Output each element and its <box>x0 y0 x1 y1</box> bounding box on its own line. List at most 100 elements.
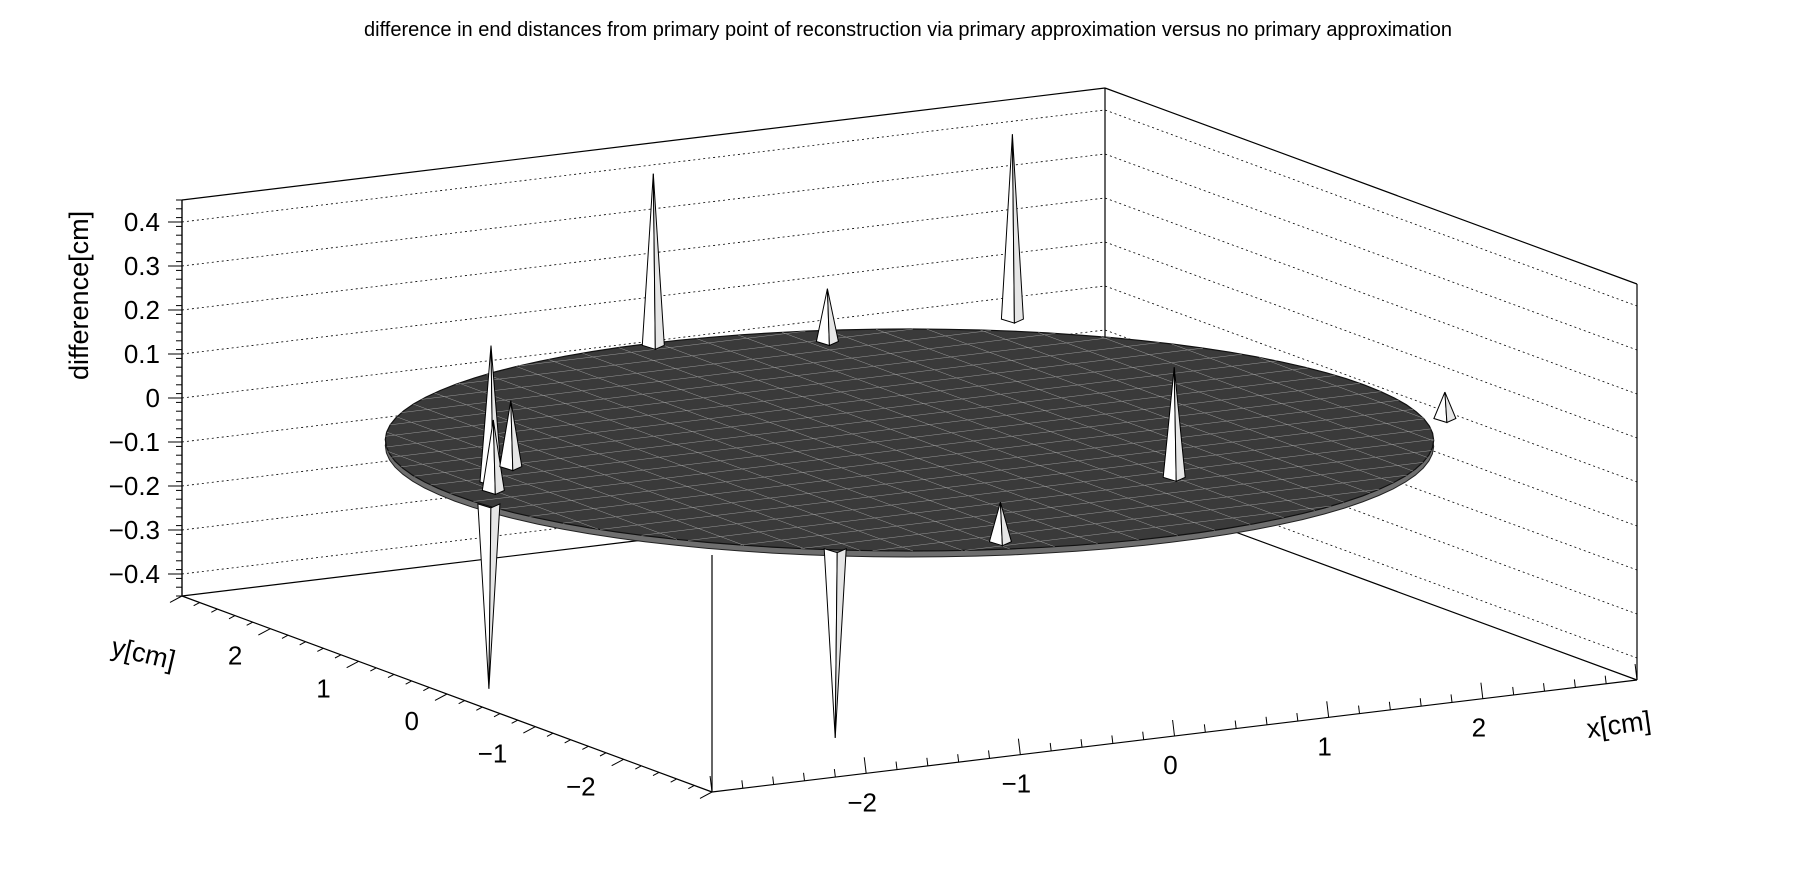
y-minor-tick <box>317 647 324 652</box>
mesh-line <box>450 383 1360 494</box>
y-minor-tick <box>582 745 589 750</box>
mesh-line <box>414 367 1308 477</box>
x-minor-tick <box>1388 701 1391 710</box>
z-tick-label: −0.2 <box>109 471 160 501</box>
mesh-line <box>827 330 1315 511</box>
spike <box>826 288 839 347</box>
spike <box>488 503 501 689</box>
surface-disk <box>384 328 1435 558</box>
y-major-tick <box>699 791 713 799</box>
z-axis-title: difference[cm] <box>64 211 94 380</box>
x-minor-tick <box>1080 739 1083 748</box>
y-tick-label: 0 <box>405 706 419 736</box>
y-minor-tick <box>193 602 200 607</box>
z-tick-label: −0.3 <box>109 515 160 545</box>
y-minor-tick <box>299 641 306 646</box>
mesh-line <box>562 418 1425 524</box>
spike <box>510 400 523 472</box>
x-minor-tick <box>1203 724 1206 733</box>
mesh-line <box>401 333 1056 413</box>
x-minor-tick <box>1512 686 1515 695</box>
x-minor-tick <box>1358 705 1360 714</box>
mesh-line <box>499 400 1399 510</box>
mesh-line <box>1171 343 1434 442</box>
z-tick-label: 0.3 <box>124 251 160 281</box>
mesh-line <box>980 329 1394 483</box>
y-minor-tick <box>246 621 253 626</box>
x-minor-tick <box>803 772 805 781</box>
mesh-line <box>396 416 745 546</box>
spike <box>492 419 505 496</box>
mesh-line <box>656 342 1178 536</box>
y-axis: −2 −1 0 1 2 <box>169 595 713 801</box>
surface-spikes <box>477 134 1457 738</box>
spike <box>1011 134 1024 324</box>
x-tick-label: −2 <box>847 787 877 817</box>
mesh-line <box>618 347 1139 541</box>
mesh-line <box>434 392 861 551</box>
mesh-line <box>473 391 1381 502</box>
mesh-line <box>641 439 1434 536</box>
mesh-line <box>582 352 1098 544</box>
y-major-tick <box>346 660 359 669</box>
x-major-tick <box>1480 682 1484 699</box>
z-tick-label: −0.4 <box>109 559 160 589</box>
x-tick-label: 1 <box>1317 731 1331 761</box>
z-tick-label: 0.2 <box>124 295 160 325</box>
x-axis-title: x[cm] <box>1585 705 1653 744</box>
mesh-line <box>926 328 1371 494</box>
mesh-line <box>1259 357 1424 419</box>
mesh-line <box>800 474 1407 549</box>
x-minor-tick <box>926 757 929 766</box>
y-minor-tick <box>211 608 218 613</box>
x-minor-tick <box>1573 679 1576 688</box>
y-tick-label: 2 <box>228 641 242 671</box>
spike <box>652 173 665 351</box>
z-gridline <box>181 153 1638 351</box>
x-minor-tick <box>1604 675 1607 684</box>
x-minor-tick <box>1265 716 1268 725</box>
y-minor-tick <box>670 778 677 783</box>
frame-edge <box>181 87 1106 201</box>
y-major-tick <box>434 693 448 701</box>
x-minor-tick <box>1049 742 1052 751</box>
z-tick-label: 0.1 <box>124 339 160 369</box>
x-major-tick <box>1634 663 1638 681</box>
mesh-line <box>1038 332 1414 472</box>
mesh-line <box>421 330 992 400</box>
mesh-line <box>964 505 1332 551</box>
frame-edge <box>1104 87 1638 285</box>
x-minor-tick <box>895 761 898 770</box>
y-minor-tick <box>423 687 430 692</box>
y-axis-title: y[cm] <box>109 632 179 676</box>
y-major-tick <box>523 726 536 734</box>
x-minor-tick <box>1419 698 1422 707</box>
z-tick-label: 0.4 <box>124 207 160 237</box>
x-minor-tick <box>1450 694 1453 703</box>
y-minor-tick <box>546 732 554 737</box>
mesh-line <box>1100 336 1428 458</box>
mesh-line <box>516 366 1010 550</box>
mesh-line <box>600 428 1431 530</box>
x-minor-tick <box>1296 713 1299 722</box>
mesh-line <box>413 403 805 549</box>
mesh-line <box>738 334 1251 525</box>
spike <box>834 547 847 738</box>
y-tick-label: −1 <box>478 739 508 769</box>
mesh-line <box>687 450 1432 541</box>
mesh-line <box>458 382 913 552</box>
y-major-tick <box>258 628 271 636</box>
mesh-line <box>529 409 1414 517</box>
mesh-line <box>875 328 1344 503</box>
y-major-tick <box>169 595 183 603</box>
mesh-line <box>386 347 1203 448</box>
x-major-tick <box>709 775 713 793</box>
y-minor-tick <box>688 785 695 790</box>
y-minor-tick <box>405 680 412 685</box>
mesh-line <box>430 375 1336 486</box>
y-minor-tick <box>493 713 501 718</box>
y-minor-tick <box>458 700 465 705</box>
y-minor-tick <box>652 771 660 777</box>
mesh-line <box>391 353 1242 458</box>
